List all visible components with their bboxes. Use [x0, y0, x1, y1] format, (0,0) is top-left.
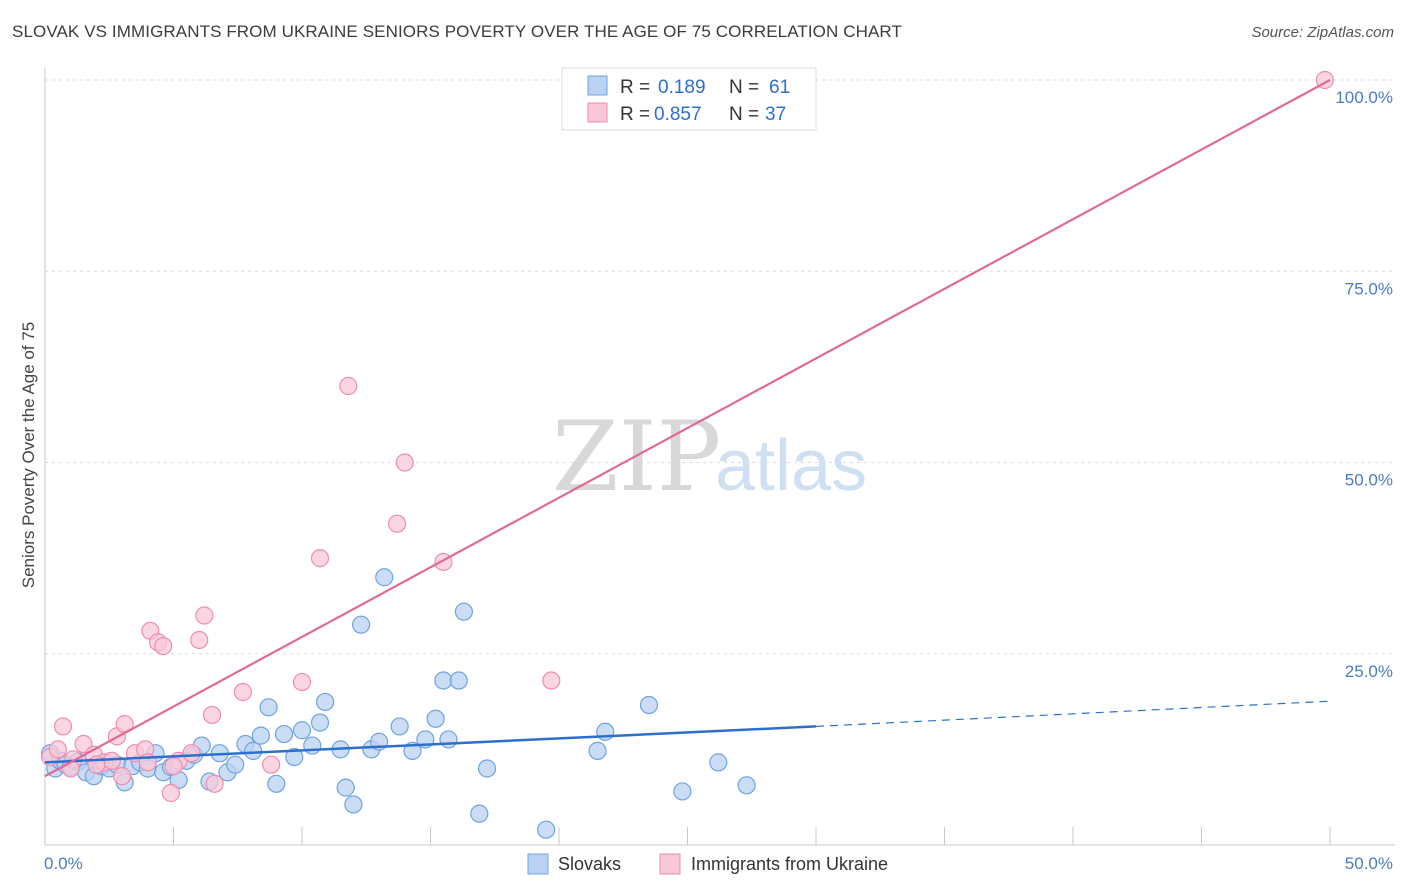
slovaks-point-36 — [316, 692, 335, 712]
legend-bottom-swatch-ukraine — [659, 853, 681, 875]
ukraine-point-20 — [205, 774, 224, 793]
ukraine-point-29 — [542, 671, 561, 690]
legend-n-value-slovaks: 61 — [769, 77, 790, 98]
slovaks-point-58 — [673, 782, 692, 801]
slovaks-point-47 — [426, 709, 445, 728]
x-tick-label-1: 50.0% — [1345, 854, 1393, 873]
legend-swatch-slovaks — [587, 75, 608, 96]
slovaks-point-29 — [259, 698, 278, 717]
slovaks-point-25 — [226, 755, 245, 774]
legend-bottom: Slovaks Immigrants from Ukraine — [527, 853, 888, 875]
slovaks-point-31 — [274, 724, 294, 744]
ukraine-point-19 — [202, 705, 222, 725]
series-slovaks-points — [41, 568, 756, 839]
slovaks-point-48 — [434, 671, 453, 690]
ukraine-point-1 — [53, 717, 73, 736]
slovaks-point-39 — [344, 795, 363, 814]
legend-n-label-slovaks: N = — [729, 77, 759, 98]
slovaks-point-43 — [375, 568, 394, 587]
legend-r-label-ukraine: R = — [620, 104, 650, 125]
slovaks-point-55 — [588, 741, 607, 761]
ukraine-point-6 — [102, 751, 121, 770]
slovaks-point-27 — [244, 741, 263, 761]
legend-bottom-swatch-slovaks — [527, 853, 549, 875]
slovaks-point-44 — [390, 717, 409, 736]
slovaks-point-40 — [352, 615, 371, 634]
y-tick-label-2: 75.0% — [1345, 279, 1393, 298]
y-tick-label-0: 25.0% — [1345, 662, 1393, 681]
source-credit: Source: ZipAtlas.com — [1251, 24, 1394, 41]
trend-line-slovaks-extension — [815, 700, 1331, 728]
slovaks-point-49 — [439, 730, 458, 749]
trend-lines — [44, 79, 1331, 778]
ukraine-point-26 — [387, 514, 407, 533]
ukraine-point-21 — [233, 682, 252, 702]
slovaks-point-59 — [709, 753, 728, 772]
slovaks-point-38 — [336, 778, 355, 797]
x-tick-label-0: 0.0% — [44, 854, 83, 873]
ukraine-point-22 — [262, 755, 281, 774]
watermark-zip: ZIP — [552, 401, 721, 513]
y-axis-label: Seniors Poverty Over the Age of 75 — [19, 322, 38, 588]
x-ticks: 0.0% 50.0% — [44, 854, 1393, 873]
slovaks-point-52 — [470, 804, 489, 823]
ukraine-point-35 — [48, 740, 67, 759]
slovaks-point-34 — [303, 736, 322, 755]
slovaks-point-33 — [292, 721, 312, 740]
ukraine-point-36 — [164, 757, 183, 776]
slovaks-point-57 — [639, 695, 659, 715]
legend-bottom-label-slovaks: Slovaks — [558, 854, 621, 874]
ukraine-point-24 — [310, 549, 330, 568]
chart-title: SLOVAK VS IMMIGRANTS FROM UKRAINE SENIOR… — [12, 22, 902, 41]
legend-top: R = 0.189 N = 61 R = 0.857 N = 37 — [561, 67, 817, 131]
trend-line-slovaks — [44, 725, 817, 764]
gridlines — [45, 79, 1395, 655]
ukraine-point-16 — [182, 744, 201, 763]
trend-line-ukraine — [44, 79, 1331, 778]
legend-n-label-ukraine: N = — [729, 104, 759, 125]
ukraine-point-27 — [395, 453, 414, 472]
ukraine-point-18 — [195, 606, 214, 625]
slovaks-point-28 — [251, 726, 270, 745]
slovaks-point-54 — [537, 820, 556, 839]
ukraine-point-33 — [112, 767, 132, 786]
slovaks-point-30 — [267, 774, 286, 793]
legend-r-label-slovaks: R = — [620, 77, 650, 98]
legend-n-value-ukraine: 37 — [765, 104, 786, 125]
ukraine-point-14 — [161, 783, 181, 803]
legend-swatch-ukraine — [587, 102, 608, 123]
slovaks-point-35 — [310, 713, 330, 732]
legend-r-value-slovaks: 0.189 — [658, 77, 706, 98]
legend-r-value-ukraine: 0.857 — [654, 104, 702, 125]
y-ticks: 25.0% 50.0% 75.0% 100.0% — [1335, 88, 1393, 681]
y-tick-label-3: 100.0% — [1335, 88, 1393, 107]
slovaks-point-50 — [449, 671, 468, 690]
legend-bottom-label-ukraine: Immigrants from Ukraine — [691, 854, 888, 874]
slovaks-point-51 — [454, 602, 474, 621]
y-tick-label-1: 50.0% — [1345, 471, 1393, 490]
watermark: ZIP atlas — [552, 401, 867, 513]
slovaks-point-53 — [477, 759, 497, 778]
ukraine-point-25 — [339, 376, 358, 396]
ukraine-point-13 — [154, 636, 173, 656]
watermark-atlas: atlas — [715, 426, 867, 506]
axes — [44, 68, 1395, 846]
ukraine-point-23 — [292, 672, 312, 692]
slovaks-point-32 — [285, 747, 304, 767]
slovaks-point-60 — [737, 776, 756, 795]
ukraine-point-17 — [190, 630, 209, 650]
